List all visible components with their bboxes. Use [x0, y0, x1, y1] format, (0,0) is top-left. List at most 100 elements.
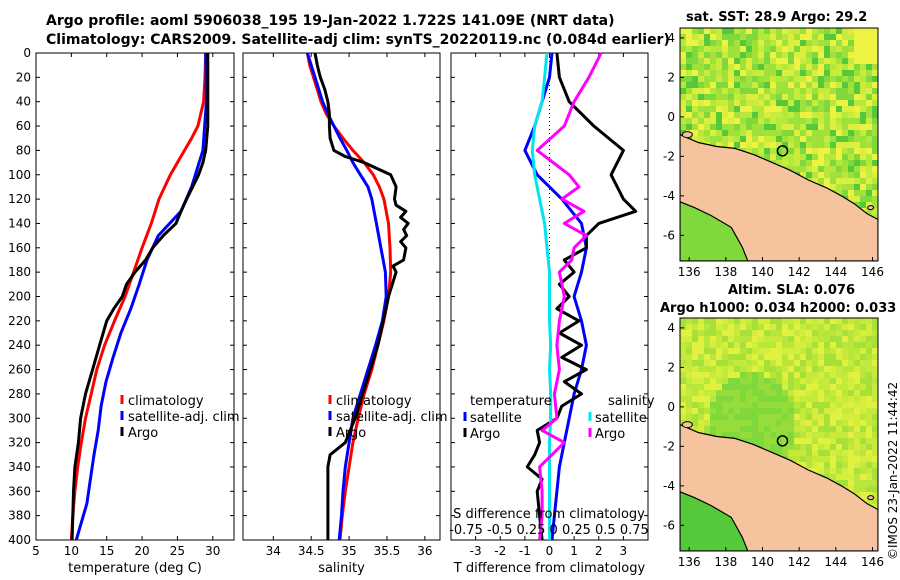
map-cell [704, 390, 710, 396]
map-cell [710, 118, 716, 124]
map-cell [824, 112, 830, 118]
map-cell [872, 450, 878, 456]
map-cell [830, 142, 836, 148]
map-cell [866, 58, 872, 64]
map-cell [836, 366, 842, 372]
map-cell [812, 468, 818, 474]
map-cell [740, 348, 746, 354]
map-cell [722, 76, 728, 82]
map-cell [704, 360, 710, 366]
map-cell [716, 378, 722, 384]
map-cell [734, 64, 740, 70]
map-cell [830, 414, 836, 420]
map-cell [764, 40, 770, 46]
map-cell [764, 444, 770, 450]
map-x-tick-label: 146 [861, 555, 884, 569]
map-cell [758, 58, 764, 64]
map-cell [806, 324, 812, 330]
map-cell [848, 28, 854, 34]
map-cell [686, 330, 692, 336]
map-cell [812, 148, 818, 154]
map-cell [806, 366, 812, 372]
map-cell [776, 106, 782, 112]
map-cell [752, 82, 758, 88]
map-cell [698, 354, 704, 360]
map-cell [860, 52, 866, 58]
map-cell [716, 64, 722, 70]
map-cell [698, 88, 704, 94]
map-cell [860, 360, 866, 366]
map-cell [734, 130, 740, 136]
map-cell [848, 438, 854, 444]
map-cell [872, 324, 878, 330]
map-cell [854, 130, 860, 136]
map-cell [812, 402, 818, 408]
map-cell [740, 52, 746, 58]
map-cell [860, 384, 866, 390]
map-cell [830, 160, 836, 166]
map-cell [692, 360, 698, 366]
map-cell [692, 130, 698, 136]
map-cell [836, 154, 842, 160]
map-cell [800, 46, 806, 52]
map-cell [722, 384, 728, 390]
map-cell [866, 106, 872, 112]
legend-label: climatology [128, 394, 204, 409]
map-cell [842, 112, 848, 118]
map-cell [692, 136, 698, 142]
map-cell [734, 360, 740, 366]
map-cell [842, 76, 848, 82]
map-cell [710, 130, 716, 136]
map-cell [872, 384, 878, 390]
map-cell [716, 40, 722, 46]
map-cell [764, 130, 770, 136]
map-cell [788, 88, 794, 94]
map-cell [770, 390, 776, 396]
map-cell [680, 58, 686, 64]
map-cell [806, 348, 812, 354]
map-cell [812, 46, 818, 52]
map-cell [740, 136, 746, 142]
map-cell [782, 420, 788, 426]
map-cell [692, 396, 698, 402]
map-cell [728, 420, 734, 426]
map-cell [800, 348, 806, 354]
map-cell [746, 52, 752, 58]
map-cell [866, 136, 872, 142]
map-cell [746, 324, 752, 330]
map-cell [680, 118, 686, 124]
map-cell [680, 318, 686, 324]
map-cell [872, 468, 878, 474]
map-cell [866, 118, 872, 124]
map-cell [782, 426, 788, 432]
map-cell [716, 414, 722, 420]
map-cell [728, 354, 734, 360]
map-cell [854, 112, 860, 118]
legend-label: satellite [470, 411, 522, 426]
map-cell [710, 390, 716, 396]
map-cell [800, 342, 806, 348]
map-cell [704, 88, 710, 94]
map-cell [872, 366, 878, 372]
map-cell [728, 432, 734, 438]
map-cell [752, 396, 758, 402]
map-cell [842, 468, 848, 474]
map-cell [854, 40, 860, 46]
map-cell [788, 118, 794, 124]
map-cell [824, 160, 830, 166]
map-cell [860, 372, 866, 378]
map-cell [836, 462, 842, 468]
map-cell [866, 40, 872, 46]
map-cell [830, 438, 836, 444]
map-cell [866, 196, 872, 202]
map-cell [716, 318, 722, 324]
map-cell [812, 450, 818, 456]
map-cell [872, 112, 878, 118]
map-cell [770, 64, 776, 70]
map-cell [788, 318, 794, 324]
map-cell [680, 402, 686, 408]
map-cell [830, 136, 836, 142]
map-cell [752, 330, 758, 336]
map-cell [686, 402, 692, 408]
series-line-s-argo [535, 52, 603, 541]
